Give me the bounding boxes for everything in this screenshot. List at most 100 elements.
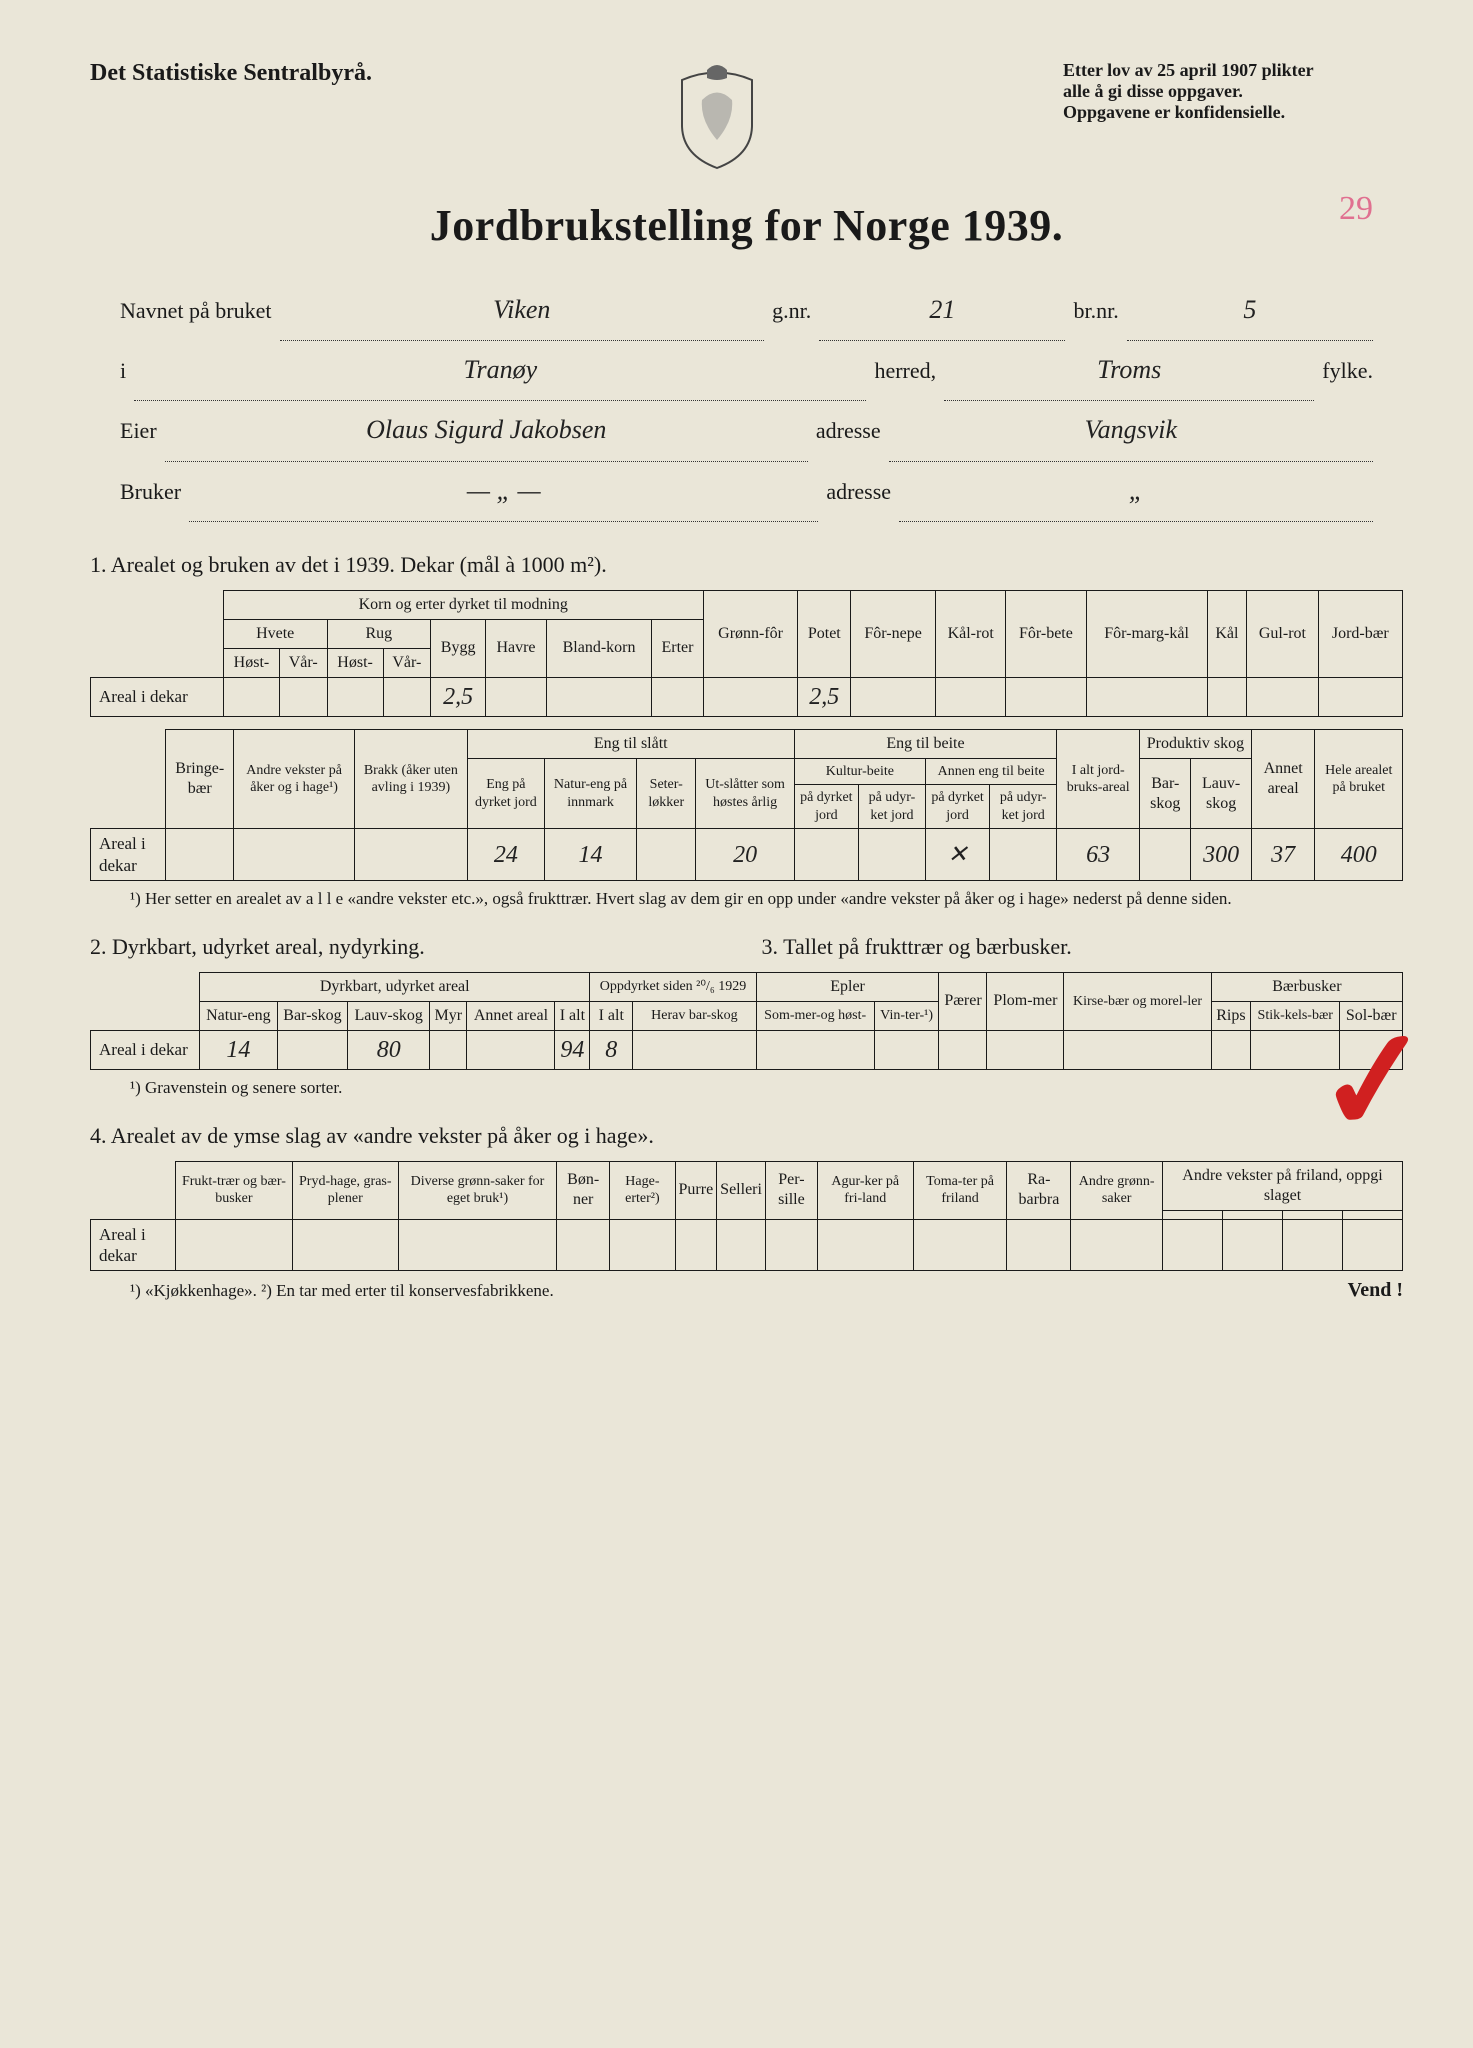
brnr: 5 bbox=[1127, 281, 1373, 341]
brnr-label: br.nr. bbox=[1073, 287, 1118, 335]
barskog: Bar-skog bbox=[1140, 758, 1191, 829]
agurker: Agur-ker på fri-land bbox=[817, 1161, 913, 1219]
identification-block: Navnet på bruket Viken g.nr. 21 br.nr. 5… bbox=[120, 281, 1373, 522]
bringebaer: Bringe-bær bbox=[166, 729, 234, 829]
rug-host: Høst- bbox=[327, 648, 383, 677]
dyrk-head: Dyrkbart, udyrket areal bbox=[200, 972, 590, 1001]
hvete: Hvete bbox=[223, 619, 327, 648]
forbete: Fôr-bete bbox=[1006, 590, 1086, 677]
sec3-title: 3. Tallet på frukttrær og bærbusker. bbox=[762, 934, 1404, 960]
selleri: Selleri bbox=[717, 1161, 766, 1219]
fylke-label: fylke. bbox=[1322, 347, 1373, 395]
tomater: Toma-ter på friland bbox=[913, 1161, 1007, 1219]
fylke: Troms bbox=[944, 341, 1314, 401]
s2-opp-herav: Herav bar-skog bbox=[633, 1001, 757, 1030]
herred-label: herred, bbox=[874, 347, 936, 395]
bygg: Bygg bbox=[431, 619, 486, 677]
annet-areal: Annet areal bbox=[1251, 729, 1315, 829]
rabarbra: Ra-barbra bbox=[1007, 1161, 1071, 1219]
s2-lauv-val: 80 bbox=[348, 1030, 430, 1069]
bygg-val: 2,5 bbox=[431, 677, 486, 716]
farm-name: Viken bbox=[280, 281, 765, 341]
gnr-label: g.nr. bbox=[772, 287, 811, 335]
owner-address-label: adresse bbox=[816, 407, 881, 455]
hele-areal: Hele arealet på bruket bbox=[1315, 729, 1403, 829]
seterlokker: Seter-løkker bbox=[637, 758, 696, 829]
eng-slatt: Eng til slått bbox=[467, 729, 794, 758]
kb-udyrket: på udyr-ket jord bbox=[858, 785, 925, 829]
vinter: Vin-ter-¹) bbox=[874, 1001, 939, 1030]
lauvskog: Lauv-skog bbox=[1191, 758, 1251, 829]
sec2-title: 2. Dyrkbart, udyrket areal, nydyrking. bbox=[90, 934, 732, 960]
blandkorn: Bland-korn bbox=[546, 619, 651, 677]
red-checkmark-icon: ✓ bbox=[1309, 995, 1440, 1168]
paerer: Pærer bbox=[939, 972, 987, 1030]
brakk: Brakk (åker uten avling i 1939) bbox=[355, 729, 468, 829]
potet-val: 2,5 bbox=[798, 677, 851, 716]
t4-rowlabel: Areal i dekar bbox=[91, 1219, 176, 1271]
owner: Olaus Sigurd Jakobsen bbox=[165, 401, 808, 461]
natureng: Natur-eng på innmark bbox=[544, 758, 636, 829]
s2-annet: Annet areal bbox=[467, 1001, 555, 1030]
sec2-footnote: ¹) Gravenstein og senere sorter. bbox=[130, 1078, 1403, 1098]
kalrot: Kål-rot bbox=[936, 590, 1006, 677]
formargkal: Fôr-marg-kål bbox=[1086, 590, 1207, 677]
gnr: 21 bbox=[819, 281, 1065, 341]
table-1b: Bringe-bær Andre vekster på åker og i ha… bbox=[90, 729, 1403, 881]
user-address-label: adresse bbox=[826, 468, 891, 516]
kb-dyrket: på dyrket jord bbox=[794, 785, 858, 829]
user-address: „ bbox=[899, 462, 1373, 522]
s2-myr: Myr bbox=[430, 1001, 467, 1030]
kirse: Kirse-bær og morel-ler bbox=[1064, 972, 1211, 1030]
gronnfor: Grønn-fôr bbox=[703, 590, 798, 677]
andre-gronn: Andre grønn-saker bbox=[1071, 1161, 1163, 1219]
eng-pa-val: 24 bbox=[467, 829, 544, 881]
persille: Per-sille bbox=[765, 1161, 817, 1219]
ab-udyrket: på udyr-ket jord bbox=[990, 785, 1057, 829]
andre-friland: Andre vekster på friland, oppgi slaget bbox=[1163, 1161, 1403, 1210]
s2-ialt-val: 94 bbox=[555, 1030, 590, 1069]
table-2-3: Dyrkbart, udyrket areal Oppdyrket siden … bbox=[90, 972, 1403, 1070]
sec4-footnote: ¹) «Kjøkkenhage». ²) En tar med erter ti… bbox=[130, 1281, 554, 1301]
legal-notice: Etter lov av 25 april 1907 plikter alle … bbox=[1063, 60, 1403, 123]
epler: Epler bbox=[756, 972, 939, 1001]
ab-dyrket-cross: ✕ bbox=[925, 829, 989, 881]
sec4-title: 4. Arealet av de ymse slag av «andre vek… bbox=[90, 1123, 1403, 1149]
opp-head: Oppdyrket siden ²⁰/₆ 1929 bbox=[590, 972, 756, 1001]
ab-dyrket: på dyrket jord bbox=[925, 785, 989, 829]
t1b-rowlabel: Areal i dekar bbox=[91, 829, 166, 881]
t23-rowlabel: Areal i dekar bbox=[91, 1030, 200, 1069]
s2-lauvskog: Lauv-skog bbox=[348, 1001, 430, 1030]
legal-l2: alle å gi disse oppgaver. bbox=[1063, 81, 1403, 102]
farm-name-label: Navnet på bruket bbox=[120, 287, 272, 335]
frukt: Frukt-trær og bær-busker bbox=[176, 1161, 293, 1219]
owner-label: Eier bbox=[120, 407, 157, 455]
t1a-rowlabel: Areal i dekar bbox=[91, 677, 224, 716]
user: — „ — bbox=[189, 462, 818, 522]
plommer: Plom-mer bbox=[987, 972, 1064, 1030]
eng-pa: Eng på dyrket jord bbox=[467, 758, 544, 829]
form-title: Jordbrukstelling for Norge 1939. bbox=[90, 200, 1403, 251]
coat-of-arms-icon bbox=[672, 60, 762, 170]
andre-vekster: Andre vekster på åker og i hage¹) bbox=[234, 729, 355, 829]
korn-head: Korn og erter dyrket til modning bbox=[223, 590, 703, 619]
pryd: Pryd-hage, gras-plener bbox=[292, 1161, 398, 1219]
baerbusker: Bærbusker bbox=[1211, 972, 1402, 1001]
s2-opp-ialt: I alt bbox=[590, 1001, 633, 1030]
hageerter: Hage-erter²) bbox=[610, 1161, 675, 1219]
owner-address: Vangsvik bbox=[889, 401, 1373, 461]
s2-ialt: I alt bbox=[555, 1001, 590, 1030]
hele-val: 400 bbox=[1315, 829, 1403, 881]
page-number: 29 bbox=[1339, 190, 1373, 228]
agency-name: Det Statistiske Sentralbyrå. bbox=[90, 60, 372, 87]
legal-l3: Oppgavene er konfidensielle. bbox=[1063, 102, 1403, 123]
turn-over: Vend ! bbox=[1348, 1279, 1403, 1302]
ialt-jord: I alt jord-bruks-areal bbox=[1057, 729, 1140, 829]
hvete-var: Vår- bbox=[280, 648, 327, 677]
purre: Purre bbox=[675, 1161, 717, 1219]
in-label: i bbox=[120, 347, 126, 395]
annet-val: 37 bbox=[1251, 829, 1315, 881]
s2-barskog: Bar-skog bbox=[277, 1001, 348, 1030]
jordbaer: Jord-bær bbox=[1318, 590, 1402, 677]
header-row: Det Statistiske Sentralbyrå. Etter lov a… bbox=[90, 60, 1403, 170]
